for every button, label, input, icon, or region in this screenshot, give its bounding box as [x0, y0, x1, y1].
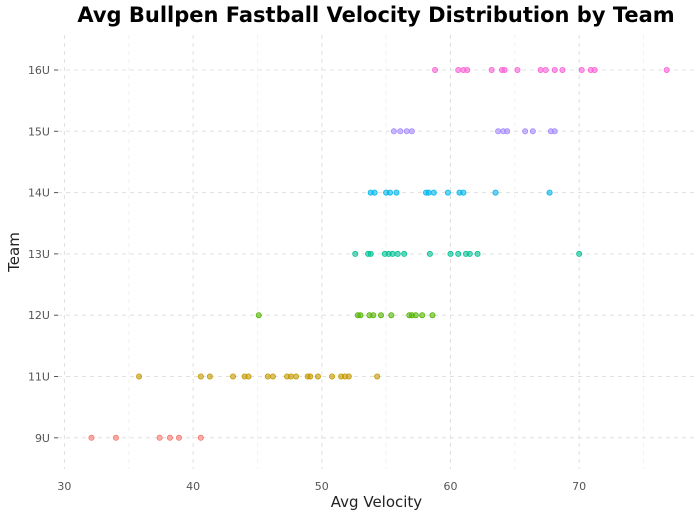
- data-point-12U[interactable]: [419, 312, 426, 319]
- data-point-16U[interactable]: [663, 67, 670, 74]
- data-point-13U[interactable]: [447, 250, 454, 257]
- data-point-14U[interactable]: [387, 189, 394, 196]
- data-point-11U[interactable]: [329, 373, 336, 380]
- data-point-13U[interactable]: [455, 250, 462, 257]
- data-point-11U[interactable]: [374, 373, 381, 380]
- y-tick-label: 9U: [35, 432, 50, 445]
- data-point-13U[interactable]: [389, 250, 396, 257]
- data-point-11U[interactable]: [264, 373, 271, 380]
- data-point-14U[interactable]: [444, 189, 451, 196]
- data-point-16U[interactable]: [551, 67, 558, 74]
- data-point-13U[interactable]: [466, 250, 473, 257]
- data-point-11U[interactable]: [307, 373, 314, 380]
- data-point-14U[interactable]: [546, 189, 553, 196]
- data-point-11U[interactable]: [136, 373, 143, 380]
- y-tick-label: 11U: [28, 371, 50, 384]
- data-point-15U[interactable]: [495, 128, 502, 135]
- data-point-11U[interactable]: [206, 373, 213, 380]
- data-point-11U[interactable]: [197, 373, 204, 380]
- data-point-13U[interactable]: [367, 250, 374, 257]
- data-point-11U[interactable]: [287, 373, 294, 380]
- chart-title: Avg Bullpen Fastball Velocity Distributi…: [77, 3, 675, 27]
- data-point-15U[interactable]: [390, 128, 397, 135]
- data-point-9U[interactable]: [175, 434, 182, 441]
- data-point-14U[interactable]: [371, 189, 378, 196]
- y-tick-label: 16U: [28, 64, 50, 77]
- data-point-12U[interactable]: [388, 312, 395, 319]
- data-point-12U[interactable]: [370, 312, 377, 319]
- axis-ticks: 30 40 50 60 70 9U 11U 12U 13U 14U 15U 16U: [28, 64, 586, 493]
- x-tick-label: 50: [315, 480, 329, 493]
- x-tick-label: 40: [186, 480, 200, 493]
- data-point-11U[interactable]: [314, 373, 321, 380]
- data-point-14U[interactable]: [492, 189, 499, 196]
- data-point-16U[interactable]: [591, 67, 598, 74]
- data-point-12U[interactable]: [357, 312, 364, 319]
- data-point-12U[interactable]: [255, 312, 262, 319]
- data-point-9U[interactable]: [166, 434, 173, 441]
- data-point-11U[interactable]: [345, 373, 352, 380]
- data-point-12U[interactable]: [429, 312, 436, 319]
- y-tick-label: 12U: [28, 309, 50, 322]
- y-tick-label: 15U: [28, 125, 50, 138]
- data-point-14U[interactable]: [425, 189, 432, 196]
- y-axis-label: Team: [5, 232, 23, 272]
- data-point-16U[interactable]: [514, 67, 521, 74]
- data-point-14U[interactable]: [430, 189, 437, 196]
- data-point-13U[interactable]: [401, 250, 408, 257]
- data-point-9U[interactable]: [156, 434, 163, 441]
- grid-lines: [58, 35, 695, 469]
- data-point-11U[interactable]: [245, 373, 252, 380]
- data-point-13U[interactable]: [352, 250, 359, 257]
- x-axis-label: Avg Velocity: [330, 493, 423, 511]
- data-point-16U[interactable]: [455, 67, 462, 74]
- y-tick-label: 13U: [28, 248, 50, 261]
- data-point-11U[interactable]: [269, 373, 276, 380]
- data-point-15U[interactable]: [408, 128, 415, 135]
- data-point-11U[interactable]: [293, 373, 300, 380]
- x-tick-label: 70: [572, 480, 586, 493]
- data-point-9U[interactable]: [88, 434, 95, 441]
- x-tick-label: 30: [57, 480, 71, 493]
- data-point-16U[interactable]: [464, 67, 471, 74]
- y-tick-label: 14U: [28, 187, 50, 200]
- data-point-12U[interactable]: [412, 312, 419, 319]
- data-points: [88, 67, 670, 441]
- data-point-16U[interactable]: [488, 67, 495, 74]
- data-point-13U[interactable]: [394, 250, 401, 257]
- data-point-15U[interactable]: [551, 128, 558, 135]
- data-point-9U[interactable]: [197, 434, 204, 441]
- data-point-16U[interactable]: [501, 67, 508, 74]
- data-point-16U[interactable]: [537, 67, 544, 74]
- data-point-16U[interactable]: [542, 67, 549, 74]
- data-point-13U[interactable]: [474, 250, 481, 257]
- data-point-9U[interactable]: [112, 434, 119, 441]
- data-point-14U[interactable]: [393, 189, 400, 196]
- data-point-13U[interactable]: [576, 250, 583, 257]
- data-point-15U[interactable]: [403, 128, 410, 135]
- data-point-15U[interactable]: [522, 128, 529, 135]
- data-point-15U[interactable]: [529, 128, 536, 135]
- data-point-12U[interactable]: [378, 312, 385, 319]
- x-tick-label: 60: [443, 480, 457, 493]
- data-point-11U[interactable]: [230, 373, 237, 380]
- data-point-16U[interactable]: [578, 67, 585, 74]
- data-point-15U[interactable]: [504, 128, 511, 135]
- data-point-14U[interactable]: [460, 189, 467, 196]
- data-point-16U[interactable]: [559, 67, 566, 74]
- data-point-15U[interactable]: [397, 128, 404, 135]
- data-point-13U[interactable]: [426, 250, 433, 257]
- data-point-16U[interactable]: [432, 67, 439, 74]
